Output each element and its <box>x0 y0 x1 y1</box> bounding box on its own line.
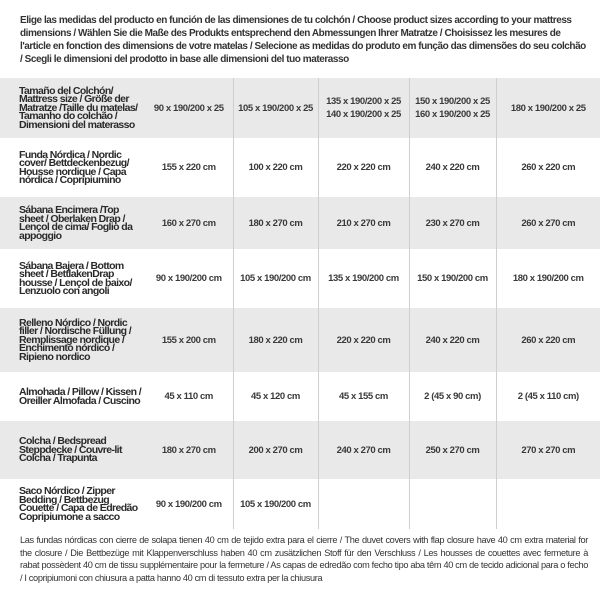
row-label: Saco Nórdico / Zipper Bedding / Bettbezu… <box>19 485 138 523</box>
table-row: Sábana Encimera /Top sheet / Oberlaken D… <box>0 197 600 249</box>
footnote: Las fundas nórdicas con cierre de solapa… <box>20 535 588 583</box>
size-cell: 90 x 190/200 cm <box>155 498 222 510</box>
size-cell: 90 x 190/200 cm <box>155 273 222 284</box>
size-cell: 260 x 270 cm <box>495 197 600 249</box>
header-row: Tamaño del Colchón/ Mattress size / Größ… <box>0 78 600 138</box>
size-cell: 45 x 120 cm <box>232 372 318 421</box>
table-row: Relleno Nórdico / Nordic filler / Nordis… <box>0 308 600 372</box>
row-label: Colcha / Bedspread Steppdecke / Couvre-l… <box>0 421 145 479</box>
size-cell: 180 x 270 cm <box>232 197 318 249</box>
size-cell: 230 x 270 cm <box>408 197 496 249</box>
table-row: Funda Nórdica / Nordic cover/ Bettdecken… <box>0 138 600 197</box>
size-cell: 250 x 270 cm <box>408 421 496 479</box>
intro-text: Elige las medidas del producto en funció… <box>20 15 586 65</box>
header-col-4: 150 x 190/200 x 25 160 x 190/200 x 25 <box>408 78 496 138</box>
header-col-1: 90 x 190/200 x 25 <box>145 78 233 138</box>
header-size: 105 x 190/200 x 25 <box>238 102 313 114</box>
size-cell: 240 x 220 cm <box>408 138 496 197</box>
size-cell: 260 x 220 cm <box>495 308 600 372</box>
size-cell: 270 x 270 cm <box>495 421 600 479</box>
size-cell: 155 x 220 cm <box>161 162 216 173</box>
size-cell <box>408 479 496 529</box>
size-cell: 2 (45 x 110 cm) <box>495 372 600 421</box>
size-cell: 200 x 270 cm <box>232 421 318 479</box>
table-row: Almohada / Pillow / Kissen / Oreiller Al… <box>0 372 600 421</box>
header-col-5: 180 x 190/200 x 25 <box>495 78 600 138</box>
table-row: Sábana Bajera / Bottom sheet / Bettlaken… <box>0 249 600 308</box>
table-row: Colcha / Bedspread Steppdecke / Couvre-l… <box>0 421 600 479</box>
row-label: Relleno Nórdico / Nordic filler / Nordis… <box>0 308 145 372</box>
size-cell: 150 x 190/200 cm <box>408 249 496 308</box>
header-size: 180 x 190/200 x 25 <box>510 102 586 114</box>
header-size: 135 x 190/200 x 25 <box>326 96 401 107</box>
size-cell: 180 x 190/200 cm <box>495 249 600 308</box>
row-label: Sábana Bajera / Bottom sheet / Bettlaken… <box>19 259 132 297</box>
size-cell: 180 x 220 cm <box>232 308 318 372</box>
size-cell <box>317 479 409 529</box>
table-row: Saco Nórdico / Zipper Bedding / Bettbezu… <box>0 479 600 529</box>
size-cell: 2 (45 x 90 cm) <box>408 372 496 421</box>
size-cell: 180 x 270 cm <box>145 421 233 479</box>
size-cell: 105 x 190/200 cm <box>232 479 318 529</box>
size-cell: 210 x 270 cm <box>317 197 409 249</box>
size-cell: 105 x 190/200 cm <box>232 249 318 308</box>
row-label: Almohada / Pillow / Kissen / Oreiller Al… <box>19 386 142 407</box>
size-cell: 100 x 220 cm <box>232 138 318 197</box>
size-cell <box>495 479 600 529</box>
size-cell: 155 x 200 cm <box>145 308 233 372</box>
size-cell: 45 x 110 cm <box>164 391 214 402</box>
header-size: 90 x 190/200 x 25 <box>153 102 224 114</box>
size-cell: 220 x 220 cm <box>317 308 409 372</box>
row-label: Sábana Encimera /Top sheet / Oberlaken D… <box>0 197 145 249</box>
size-cell: 240 x 270 cm <box>317 421 409 479</box>
size-cell: 135 x 190/200 cm <box>317 249 409 308</box>
header-size: 140 x 190/200 x 25 <box>326 109 401 120</box>
header-label: Tamaño del Colchón/ Mattress size / Größ… <box>0 78 145 138</box>
size-table: Tamaño del Colchón/ Mattress size / Größ… <box>0 78 600 529</box>
header-size: 160 x 190/200 x 25 <box>415 109 490 120</box>
size-cell: 260 x 220 cm <box>495 138 600 197</box>
header-col-2: 105 x 190/200 x 25 <box>232 78 318 138</box>
size-cell: 160 x 270 cm <box>145 197 233 249</box>
size-cell: 240 x 220 cm <box>408 308 496 372</box>
size-cell: 220 x 220 cm <box>317 138 409 197</box>
header-size: 150 x 190/200 x 25 <box>415 96 490 107</box>
size-cell: 45 x 155 cm <box>317 372 409 421</box>
header-col-3: 135 x 190/200 x 25 140 x 190/200 x 25 <box>317 78 409 138</box>
row-label: Funda Nórdica / Nordic cover/ Bettdecken… <box>19 148 130 186</box>
